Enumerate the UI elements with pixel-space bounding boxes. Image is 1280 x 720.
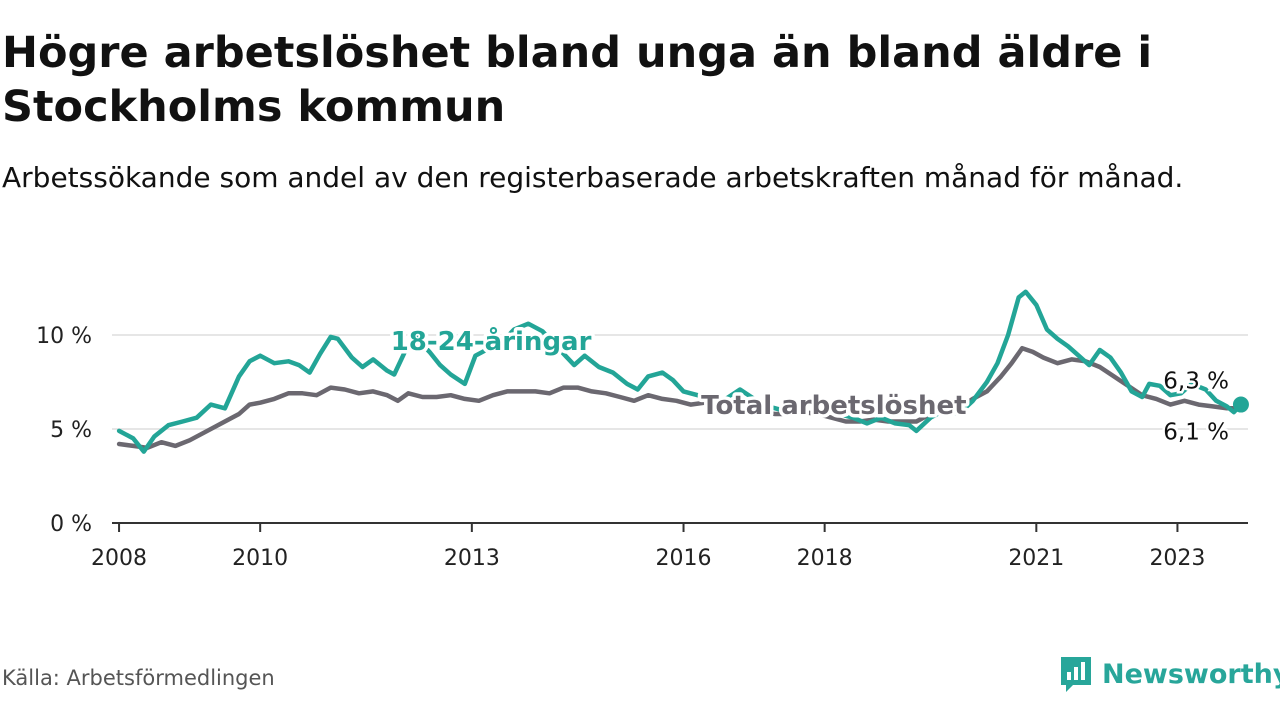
series-line-total (116, 345, 1244, 451)
x-tick-label: 2013 (444, 546, 500, 571)
line-chart: 0 %5 %10 % 2008 2010 2013 2016 2018 2021 2023 … (36, 289, 1249, 571)
grid-layer (112, 334, 1248, 430)
brand-name: Newsworthy (1102, 658, 1280, 690)
x-tick-label: 2016 (656, 546, 712, 571)
series-lines (116, 289, 1249, 454)
y-tick-label: 5 % (50, 418, 92, 443)
x-tick-label: 2010 (232, 546, 288, 571)
x-tick-label: 2023 (1149, 546, 1205, 571)
x-tick-label: 2021 (1008, 546, 1064, 571)
end-point-young (1232, 396, 1249, 413)
chart-title: Högre arbetslöshet bland unga än bland ä… (2, 28, 1153, 132)
x-tick-label: 2018 (797, 546, 853, 571)
end-label-young: 6,3 % (1163, 369, 1229, 395)
chart-subtitle: Arbetssökande som andel av den registerb… (2, 161, 1184, 194)
series-label-total: Total arbetslöshet (701, 391, 966, 421)
brand-logo: Newsworthy (1058, 652, 1280, 696)
end-label-total: 6,1 % (1163, 419, 1229, 445)
y-axis: 0 % 5 % 10 % (36, 324, 92, 537)
y-tick-label: 0 % (50, 512, 92, 537)
y-tick-label: 10 % (36, 324, 92, 349)
series-line-young (116, 289, 1244, 454)
series-labels: 18-24-åringar Total arbetslöshet 6,3 % 6,1 … (387, 322, 1231, 448)
source-note: Källa: Arbetsförmedlingen (2, 666, 275, 690)
series-label-young: 18-24-åringar (391, 325, 592, 357)
x-tick-label: 2008 (91, 546, 147, 571)
x-axis: 2008 2010 2013 2016 2018 2021 2023 (91, 522, 1248, 571)
newsworthy-logo-icon (1061, 657, 1091, 692)
